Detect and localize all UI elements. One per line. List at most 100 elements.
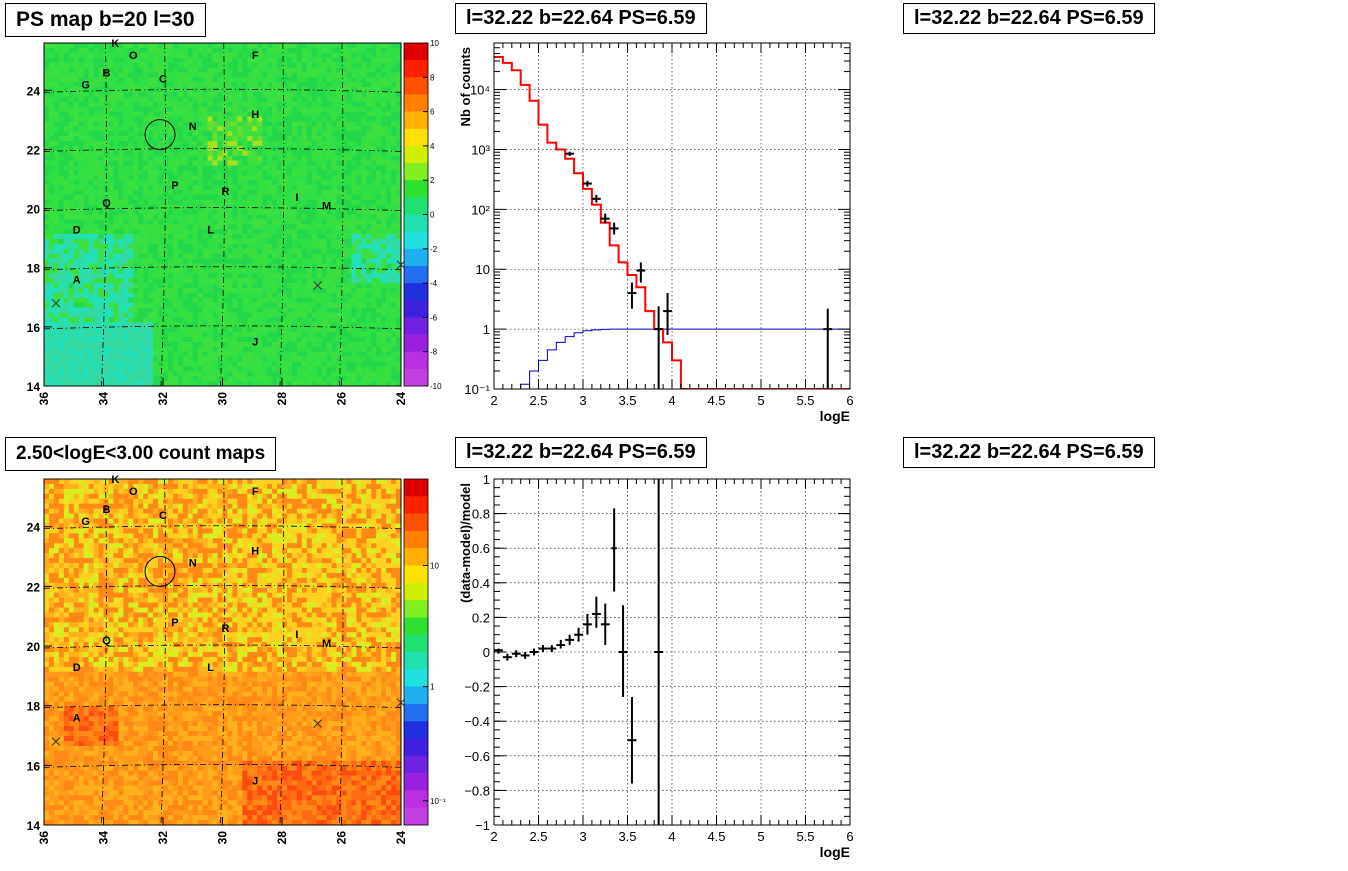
colorbar-tick-label: 10 <box>430 562 439 571</box>
data-point <box>591 596 601 628</box>
data-point <box>627 696 637 784</box>
colorbar-segment <box>404 283 428 301</box>
x-tick-label: 4 <box>668 393 675 408</box>
residual-1-chart: 2 2.5 3 3.5 4 4.5 5 5.5 6 −1 −0.8 −0.6 −0.4 −0.2 0 0.2 0… <box>458 472 854 860</box>
source-label: N <box>189 558 197 570</box>
data-point <box>565 634 575 646</box>
colorbar-segment <box>404 94 428 112</box>
coordinate-grid-line <box>43 763 402 768</box>
data-point <box>591 194 601 203</box>
source-label: I <box>295 629 298 641</box>
y-tick-label: 10³ <box>471 142 490 157</box>
colorbar-segment <box>404 145 428 164</box>
colorbar-segment <box>404 180 428 198</box>
y-tick-label: 10² <box>471 202 490 217</box>
source-label: Q <box>102 198 111 210</box>
x-tick-label: 28 <box>275 392 289 406</box>
data-point <box>611 508 617 592</box>
source-label: F <box>252 486 259 498</box>
y-axis-label: Nb of counts <box>458 47 473 126</box>
colorbar-segment <box>404 686 428 705</box>
spectrum-2-chart: 22.533.544.555.5610⁻¹11010²10³10⁴10⁵logE… <box>898 0 1348 435</box>
coordinate-grid-line <box>279 478 285 826</box>
count-map-title: 2.50<logE<3.00 count maps <box>5 437 277 471</box>
coordinate-grid-line <box>43 88 402 93</box>
colorbar-segment <box>404 368 428 387</box>
x-tick-label: 2.5 <box>529 829 547 844</box>
colorbar-segment <box>404 77 428 95</box>
y-tick-label: 24 <box>27 84 41 98</box>
spectrum-1-chart: 2 2.5 3 3.5 4 4.5 5 5.5 6 10⁻¹ 1 10 10² 10³ 10⁴ logE Nb … <box>458 42 854 424</box>
colorbar-tick-label: 4 <box>430 142 435 151</box>
source-label: D <box>73 224 81 236</box>
y-tick-label: 20 <box>27 640 41 654</box>
x-tick-label: 34 <box>97 392 111 406</box>
y-tick-label: 0.4 <box>472 576 490 591</box>
source-label: O <box>129 50 138 62</box>
colorbar-segment <box>404 652 428 670</box>
data-point <box>654 479 664 825</box>
y-tick-label: 22 <box>27 143 41 157</box>
cross-marker <box>51 298 61 308</box>
colorbar-segment <box>404 351 428 370</box>
coordinate-grid-line <box>43 148 402 152</box>
colorbar-tick-label: 6 <box>430 108 435 117</box>
y-tick-label: 0.2 <box>472 610 490 625</box>
colorbar-segment <box>404 43 428 61</box>
x-tick-label: 3 <box>579 393 586 408</box>
coordinate-grid-line <box>279 42 285 387</box>
data-point <box>627 282 637 309</box>
data-point <box>547 645 557 652</box>
cross-marker <box>51 737 61 746</box>
colorbar-segment <box>404 197 428 215</box>
heatmap-cells <box>44 43 402 387</box>
data-point <box>583 180 592 187</box>
colorbar-tick-label: -8 <box>430 348 438 357</box>
colorbar-segment <box>404 548 428 566</box>
y-tick-label: 10 <box>476 262 490 277</box>
source-label: A <box>73 275 81 287</box>
selected-source-circle <box>144 119 176 151</box>
source-label: K <box>111 38 119 50</box>
y-tick-label: 0 <box>483 645 490 660</box>
colorbar-segment <box>404 565 428 584</box>
data-point <box>600 603 610 646</box>
x-tick-label: 2 <box>490 829 497 844</box>
y-tick-label: −0.6 <box>464 749 490 764</box>
colorbar-tick-label: 10⁻¹ <box>430 797 446 806</box>
source-label: I <box>295 192 298 204</box>
coordinate-grid-line <box>220 42 226 387</box>
colorbar-segment <box>404 496 428 514</box>
x-tick-label: 5 <box>757 829 764 844</box>
colorbar-segment <box>404 513 428 532</box>
colorbar-segment <box>404 163 428 181</box>
residual-1-title: l=32.22 b=22.64 PS=6.59 <box>455 437 707 468</box>
colorbar-segment <box>404 300 428 318</box>
source-label: C <box>159 510 167 522</box>
x-tick-label: 30 <box>216 392 230 406</box>
colorbar-segment <box>404 582 428 601</box>
colorbar-tick-label: -6 <box>430 313 438 322</box>
heatmap-cells <box>44 479 402 826</box>
data-point <box>600 213 610 224</box>
x-tick-label: 26 <box>335 831 349 845</box>
cross-marker <box>313 281 323 290</box>
data-point <box>520 652 530 659</box>
source-label: J <box>252 775 258 787</box>
coordinate-grid-line <box>43 207 402 211</box>
source-label: P <box>171 617 178 629</box>
spectrum-2-title: l=32.22 b=22.64 PS=6.59 <box>903 3 1155 34</box>
x-tick-label: 5.5 <box>796 829 814 844</box>
colorbar-segment <box>404 479 428 497</box>
source-label: R <box>221 186 229 198</box>
colorbar-tick-label: 10 <box>430 39 439 48</box>
source-label: M <box>322 201 331 213</box>
residual-2-chart: 22.533.544.555.56−1−0.8−0.6−0.4−0.200.20… <box>898 435 1348 871</box>
source-label: J <box>252 337 258 349</box>
y-tick-label: 1 <box>483 322 490 337</box>
colorbar-segment <box>404 738 428 757</box>
x-tick-label: 24 <box>394 831 408 845</box>
colorbar-segment <box>404 214 428 232</box>
source-label: Q <box>102 635 111 647</box>
